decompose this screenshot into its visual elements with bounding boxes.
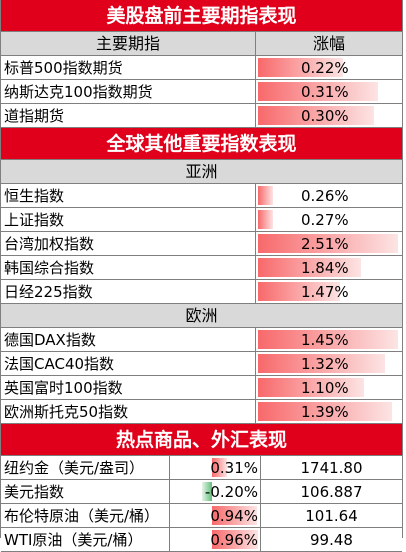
column-header-change: 涨幅 (312, 34, 345, 53)
price-value: 106.887 (300, 483, 363, 501)
table-row: 法国CAC40指数 1.32% (1, 352, 402, 376)
change-bar (258, 378, 365, 397)
index-name: 台湾加权指数 (1, 232, 256, 255)
change-value: -0.20% (204, 483, 258, 501)
table-row: 英国富时100指数 1.10% (1, 376, 402, 400)
change-value: 0.22% (301, 59, 349, 77)
table-row: 欧洲斯托克50指数 1.39% (1, 400, 402, 424)
change-bar (258, 186, 273, 205)
table-row: 德国DAX指数 1.45% (1, 328, 402, 352)
index-name: 德国DAX指数 (1, 328, 256, 351)
change-bar (258, 106, 375, 125)
change-bar (202, 482, 212, 501)
change-value: 1.84% (301, 259, 349, 277)
commodity-name: 布伦特原油（美元/桶） (1, 504, 170, 527)
change-bar (258, 258, 361, 277)
column-header-name: 主要期指 (1, 32, 256, 55)
commodities-rows: 纽约金（美元/盎司） 0.31% 1741.80 美元指数 -0.20% 106.887 布… (1, 456, 402, 552)
change-value: 0.26% (301, 187, 349, 205)
table-row: 布伦特原油（美元/桶） 0.94% 101.64 (1, 504, 402, 528)
change-cell: 0.30% (256, 104, 402, 127)
change-bar (258, 58, 344, 77)
change-cell: 2.51% (256, 232, 402, 255)
table-row: 台湾加权指数 2.51% (1, 232, 402, 256)
table-row: 美元指数 -0.20% 106.887 (1, 480, 402, 504)
change-bar (258, 330, 398, 349)
us-futures-column-header: 主要期指 涨幅 (1, 32, 402, 56)
table-row: 纳斯达克100指数期货 0.31% (1, 80, 402, 104)
change-cell: 1.84% (256, 256, 402, 279)
change-cell: -0.20% (170, 480, 261, 503)
change-bar (258, 234, 398, 253)
global-indices-title: 全球其他重要指数表现 (1, 128, 402, 160)
change-bar (212, 506, 258, 525)
change-value: 0.96% (210, 531, 258, 549)
price-value: 1741.80 (300, 459, 363, 477)
change-value: 0.27% (301, 211, 349, 229)
change-value: 0.31% (301, 83, 349, 101)
change-cell: 0.31% (256, 80, 402, 103)
index-name: 法国CAC40指数 (1, 352, 256, 375)
change-cell: 1.47% (256, 280, 402, 303)
table-row: WTI原油（美元/桶） 0.96% 99.48 (1, 528, 402, 552)
change-bar (258, 354, 386, 373)
change-cell: 1.39% (256, 400, 402, 423)
change-value: 1.47% (301, 283, 349, 301)
change-bar (258, 402, 393, 421)
change-cell: 0.31% (170, 456, 261, 479)
change-value: 0.31% (210, 459, 258, 477)
table-row: 标普500指数期货 0.22% (1, 56, 402, 80)
asia-rows: 恒生指数 0.26% 上证指数 0.27% 台湾加权指数 2.51% 韩国综合指数 1.84%… (1, 184, 402, 304)
change-value: 1.39% (301, 403, 349, 421)
europe-rows: 德国DAX指数 1.45% 法国CAC40指数 1.32% 英国富时100指数 1.10%… (1, 328, 402, 424)
index-name: 韩国综合指数 (1, 256, 256, 279)
table-row: 上证指数 0.27% (1, 208, 402, 232)
change-bar (212, 458, 227, 477)
change-value: 1.10% (301, 379, 349, 397)
us-futures-rows: 标普500指数期货 0.22% 纳斯达克100指数期货 0.31% 道指期货 0.30% (1, 56, 402, 128)
index-name: 日经225指数 (1, 280, 256, 303)
change-cell: 0.26% (256, 184, 402, 207)
change-bar (258, 82, 379, 101)
price-value: 101.64 (305, 507, 358, 525)
change-bar (258, 282, 340, 301)
change-cell: 0.94% (170, 504, 261, 527)
change-value: 1.45% (301, 331, 349, 349)
table-row: 恒生指数 0.26% (1, 184, 402, 208)
change-cell: 1.10% (256, 376, 402, 399)
change-cell: 0.22% (256, 56, 402, 79)
change-cell: 0.27% (256, 208, 402, 231)
europe-subheader: 欧洲 (1, 304, 402, 328)
commodity-name: 纽约金（美元/盎司） (1, 456, 170, 479)
change-cell: 1.32% (256, 352, 402, 375)
commodities-title: 热点商品、外汇表现 (1, 424, 402, 456)
index-name: 英国富时100指数 (1, 376, 256, 399)
index-name: 恒生指数 (1, 184, 256, 207)
index-name: 欧洲斯托克50指数 (1, 400, 256, 423)
us-futures-title: 美股盘前主要期指表现 (1, 0, 402, 32)
asia-subheader: 亚洲 (1, 160, 402, 184)
table-row: 日经225指数 1.47% (1, 280, 402, 304)
change-value: 1.32% (301, 355, 349, 373)
change-value: 0.94% (210, 507, 258, 525)
change-value: 2.51% (301, 235, 349, 253)
table-row: 纽约金（美元/盎司） 0.31% 1741.80 (1, 456, 402, 480)
change-cell: 1.45% (256, 328, 402, 351)
index-name: 上证指数 (1, 208, 256, 231)
table-row: 韩国综合指数 1.84% (1, 256, 402, 280)
index-name: 道指期货 (1, 104, 256, 127)
table-row: 道指期货 0.30% (1, 104, 402, 128)
commodity-name: 美元指数 (1, 480, 170, 503)
change-value: 0.30% (301, 107, 349, 125)
index-name: 标普500指数期货 (1, 56, 256, 79)
change-bar (258, 210, 274, 229)
index-name: 纳斯达克100指数期货 (1, 80, 256, 103)
